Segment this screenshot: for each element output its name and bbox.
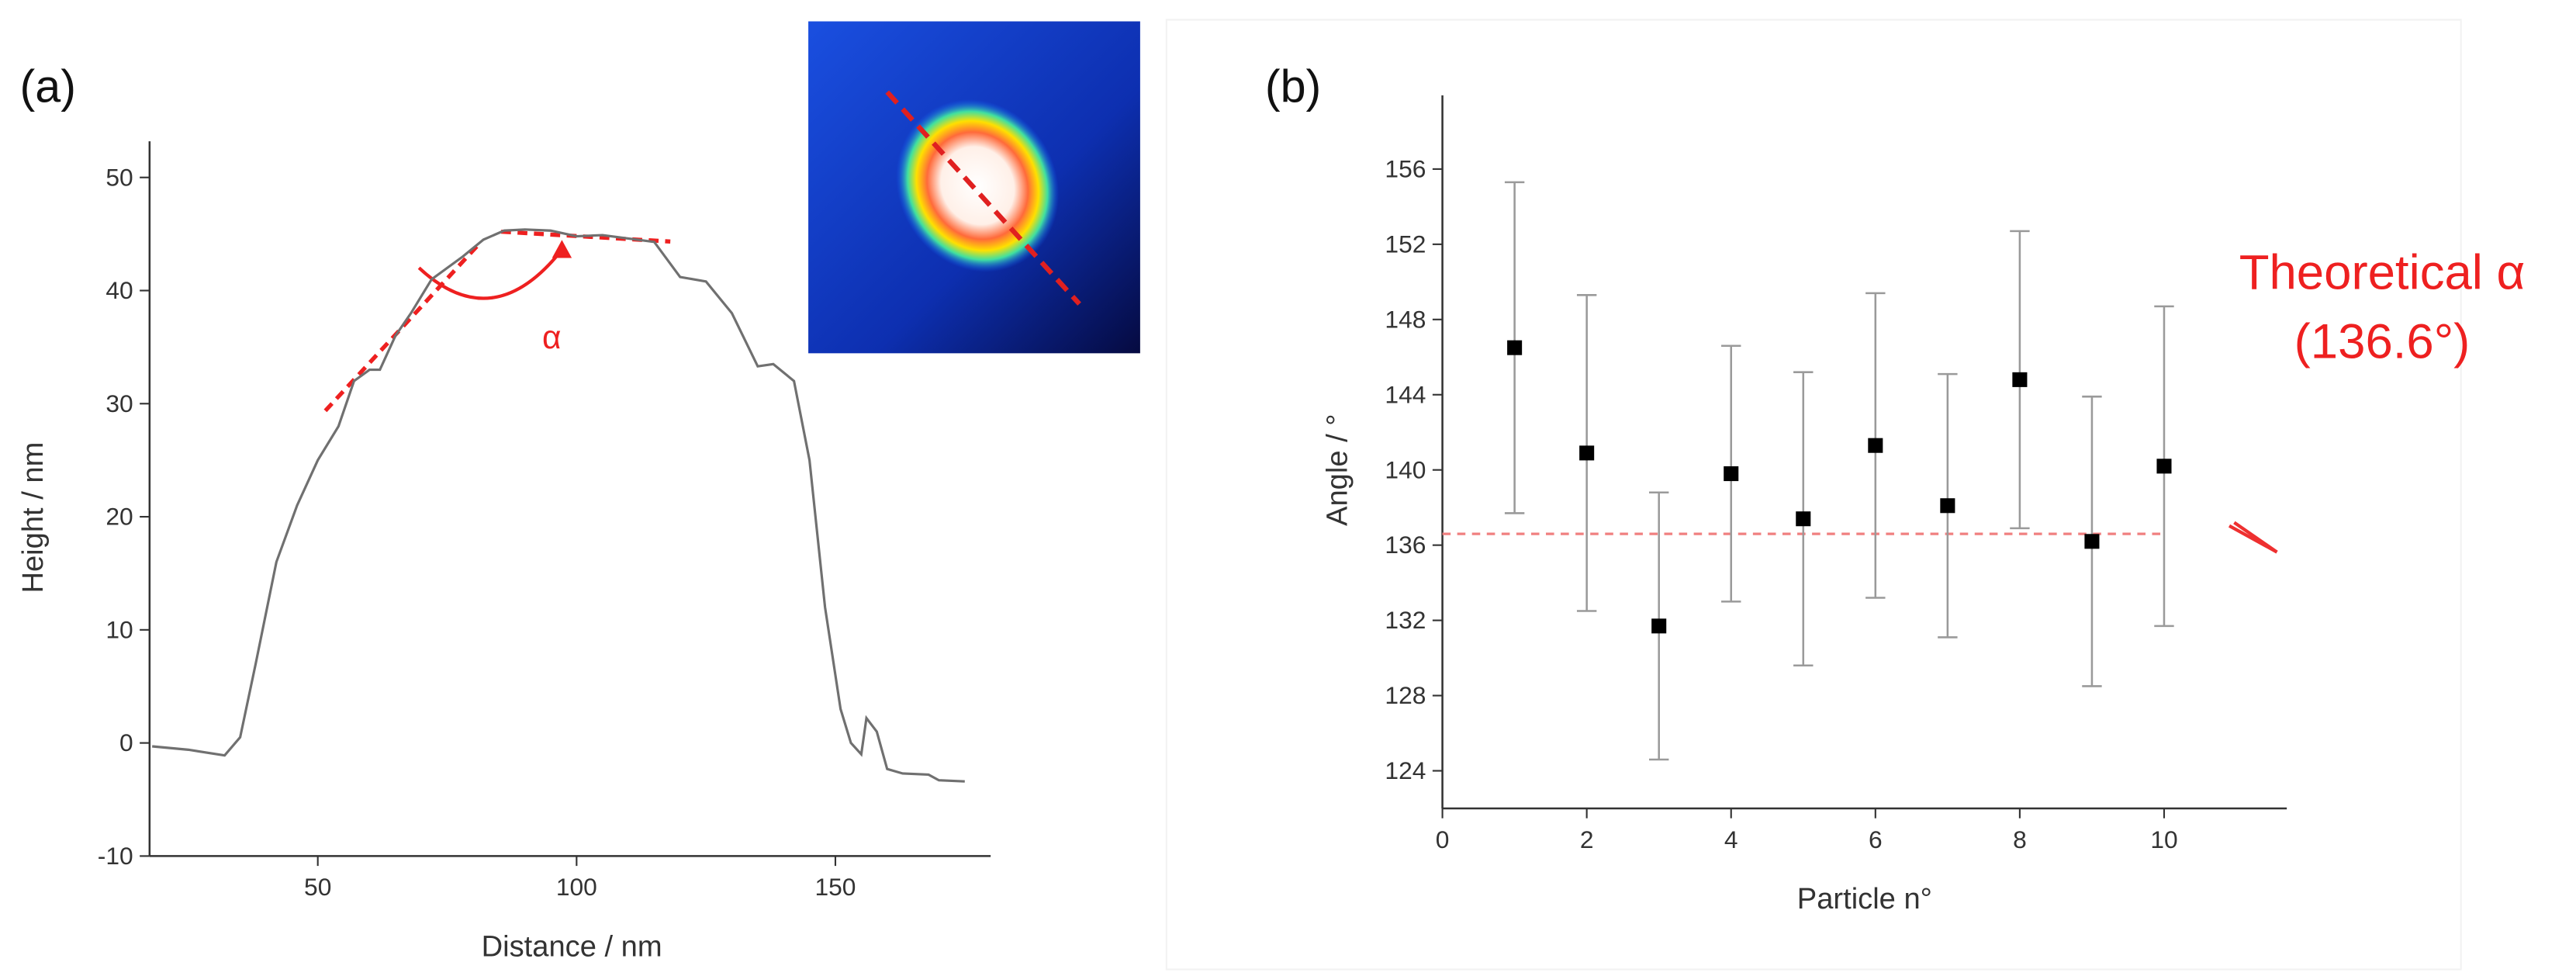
annotation: α <box>542 319 561 355</box>
y-tick-label: 148 <box>1385 305 1426 333</box>
x-tick-label: 50 <box>304 873 331 901</box>
x-tick-label: 0 <box>1436 825 1450 853</box>
y-tick-label: 132 <box>1385 606 1426 634</box>
y-tick-label: 30 <box>105 389 133 417</box>
panel-label: (a) <box>20 60 76 112</box>
annotation: Theoretical α <box>2239 245 2526 300</box>
x-tick-label: 150 <box>814 873 856 901</box>
point <box>1940 498 1955 514</box>
x-tick-label: 4 <box>1724 825 1738 853</box>
angle-annotation <box>323 229 671 413</box>
y-tick-label: 10 <box>105 615 133 643</box>
panel-frame <box>1165 19 2462 971</box>
y-tick-label: 20 <box>105 503 133 531</box>
y-tick-label: 156 <box>1385 154 1426 182</box>
point <box>1724 466 1739 482</box>
point <box>2156 459 2172 474</box>
y-tick-label: 140 <box>1385 455 1426 483</box>
x-axis-label: Particle n° <box>1797 882 1932 915</box>
y-tick-label: -10 <box>98 842 133 870</box>
point <box>1651 618 1667 634</box>
panel-label: (b) <box>1265 60 1321 112</box>
point <box>1868 438 1883 453</box>
point <box>2084 534 2100 549</box>
y-tick-label: 124 <box>1385 756 1426 784</box>
profile-line <box>152 228 965 783</box>
y-tick-label: 128 <box>1385 681 1426 709</box>
x-tick-label: 8 <box>2013 825 2027 853</box>
x-tick-label: 6 <box>1869 825 1883 853</box>
inset-image <box>808 21 1140 354</box>
annotation: (136.6°) <box>2294 314 2471 369</box>
y-tick-label: 152 <box>1385 230 1426 258</box>
point <box>1796 511 1811 527</box>
x-tick-label: 100 <box>556 873 597 901</box>
point <box>1507 340 1523 355</box>
y-tick-label: 0 <box>119 729 133 756</box>
y-tick-label: 50 <box>105 163 133 191</box>
y-axis-label: Angle / ° <box>1321 414 1354 525</box>
x-tick-label: 10 <box>2150 825 2177 853</box>
point <box>2012 372 2028 387</box>
reference-arrow <box>2228 521 2278 554</box>
y-axis-label: Height / nm <box>16 442 50 594</box>
y-tick-label: 144 <box>1385 380 1426 408</box>
x-axis-label: Distance / nm <box>482 930 662 964</box>
point <box>1579 445 1595 461</box>
y-tick-label: 136 <box>1385 531 1426 559</box>
y-tick-label: 40 <box>105 276 133 304</box>
x-tick-label: 2 <box>1580 825 1594 853</box>
